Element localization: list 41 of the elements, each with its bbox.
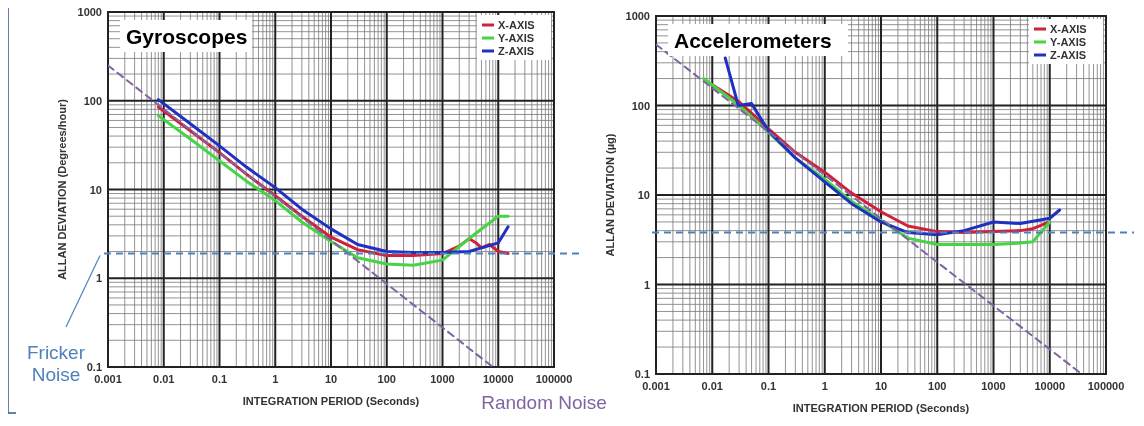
text: Random Noise — [481, 392, 607, 413]
x-tick-label: 0.1 — [211, 373, 228, 385]
y-tick-label: 1000 — [77, 6, 102, 18]
y-axis-title: ALLAN DEVIATION (Degrees/hour) — [56, 98, 68, 280]
x-tick-label: 10000 — [482, 373, 514, 385]
y-tick-label: 100 — [631, 99, 650, 112]
x-tick-label: 0.01 — [153, 373, 175, 385]
x-tick-label: 10000 — [1034, 380, 1066, 392]
y-tick-label: 1 — [643, 278, 650, 291]
legend-label: Z-AXIS — [1050, 49, 1087, 61]
legend-label: Z-AXIS — [498, 45, 535, 57]
y-tick-label: 10 — [637, 189, 650, 201]
x-tick-label: 0.001 — [642, 380, 670, 392]
x-tick-label: 0.001 — [94, 373, 122, 385]
x-tick-label: 10 — [874, 380, 888, 392]
x-tick-label: 0.01 — [701, 380, 723, 392]
legend-label: Y-AXIS — [1050, 36, 1087, 48]
x-axis-title: INTEGRATION PERIOD (Seconds) — [792, 402, 970, 414]
x-tick-label: 100 — [377, 373, 396, 385]
y-tick-label: 100 — [83, 94, 102, 107]
legend-label: X-AXIS — [498, 19, 535, 31]
y-tick-label: 10 — [89, 183, 102, 196]
x-tick-label: 100000 — [1087, 380, 1125, 392]
y-tick-label: 0.1 — [86, 361, 102, 373]
legend-label: X-AXIS — [1050, 23, 1087, 35]
x-tick-label: 1000 — [981, 380, 1006, 392]
y-axis-title: ALLAN DEVIATION (µg) — [604, 133, 616, 257]
y-tick-label: 1000 — [625, 10, 650, 22]
ref-line-label: Fricker Noise — [26, 342, 86, 385]
y-tick-label: 1 — [95, 272, 102, 285]
text: Gyroscopes — [126, 25, 248, 48]
x-tick-label: 1 — [821, 380, 828, 392]
legend-label: Y-AXIS — [498, 32, 535, 44]
x-tick-label: 100 — [928, 380, 947, 392]
x-tick-label: 100000 — [535, 373, 573, 385]
x-tick-label: 10 — [324, 373, 338, 385]
x-tick-label: 0.1 — [760, 380, 777, 392]
x-tick-label: 1 — [272, 373, 279, 385]
text: Accelerometers — [674, 29, 832, 52]
x-axis-title: INTEGRATION PERIOD (Seconds) — [242, 395, 420, 407]
x-tick-label: 1000 — [430, 373, 455, 385]
